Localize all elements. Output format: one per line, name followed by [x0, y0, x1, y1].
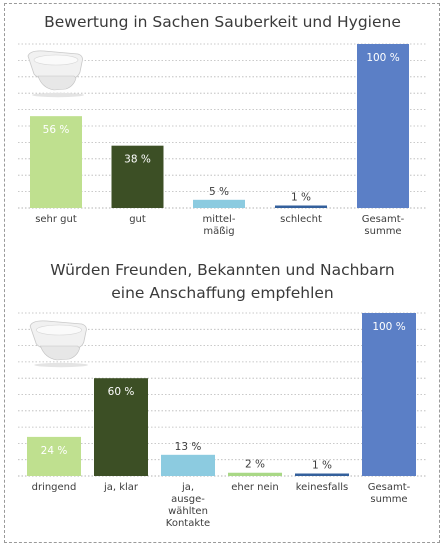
category-label: Gesamt-	[362, 214, 405, 225]
data-label: 100 %	[366, 52, 399, 64]
toilet-image	[27, 50, 84, 98]
category-label: eher nein	[231, 482, 279, 493]
category-label: ausge-	[171, 494, 205, 505]
toilet-bowl	[37, 75, 77, 91]
chart-1: Bewertung in Sachen Sauberkeit und Hygie…	[18, 13, 426, 237]
toilet-bowl	[40, 345, 81, 361]
bar	[295, 473, 349, 476]
category-label: Kontakte	[166, 518, 210, 529]
bar	[30, 116, 82, 208]
chart-title: Würden Freunden, Bekannten und Nachbarn	[50, 261, 394, 279]
bar	[94, 378, 148, 476]
category-label: schlecht	[280, 214, 322, 225]
bar	[357, 44, 409, 208]
bar	[228, 472, 282, 476]
data-label: 56 %	[43, 124, 70, 136]
data-label: 13 %	[175, 441, 202, 453]
chart-title: Bewertung in Sachen Sauberkeit und Hygie…	[44, 13, 401, 31]
chart-title: eine Anschaffung empfehlen	[111, 284, 334, 302]
chart-2: Würden Freunden, Bekannten und Nachbarn e…	[18, 261, 426, 529]
data-label: 1 %	[291, 192, 311, 204]
toilet-seat	[33, 54, 79, 66]
bar	[275, 205, 327, 208]
bar	[161, 454, 215, 476]
category-label: mittel-	[203, 214, 236, 225]
toilet-image	[29, 320, 88, 368]
category-label: dringend	[32, 482, 77, 493]
category-label: wählten	[168, 506, 208, 517]
toilet-seat	[36, 324, 83, 336]
data-label: 2 %	[245, 459, 265, 471]
category-label: summe	[370, 494, 407, 505]
bar	[362, 313, 416, 476]
data-label: 5 %	[209, 186, 229, 198]
bar	[193, 199, 245, 208]
toilet-shadow	[34, 362, 88, 368]
category-label: sehr gut	[35, 214, 77, 225]
category-label: ja, klar	[103, 482, 139, 493]
data-label: 100 %	[372, 321, 405, 333]
category-label: ja,	[181, 482, 194, 493]
category-label: gut	[129, 214, 146, 225]
bar	[27, 436, 81, 476]
category-label: keinesfalls	[296, 482, 348, 493]
bar	[111, 145, 164, 208]
category-label: Gesamt-	[368, 482, 411, 493]
data-label: 1 %	[312, 460, 332, 472]
data-label: 24 %	[41, 445, 68, 457]
toilet-shadow	[32, 92, 84, 98]
category-label: mäßig	[203, 226, 234, 237]
data-label: 60 %	[108, 386, 135, 398]
category-label: summe	[364, 226, 401, 237]
data-label: 38 %	[124, 154, 151, 166]
